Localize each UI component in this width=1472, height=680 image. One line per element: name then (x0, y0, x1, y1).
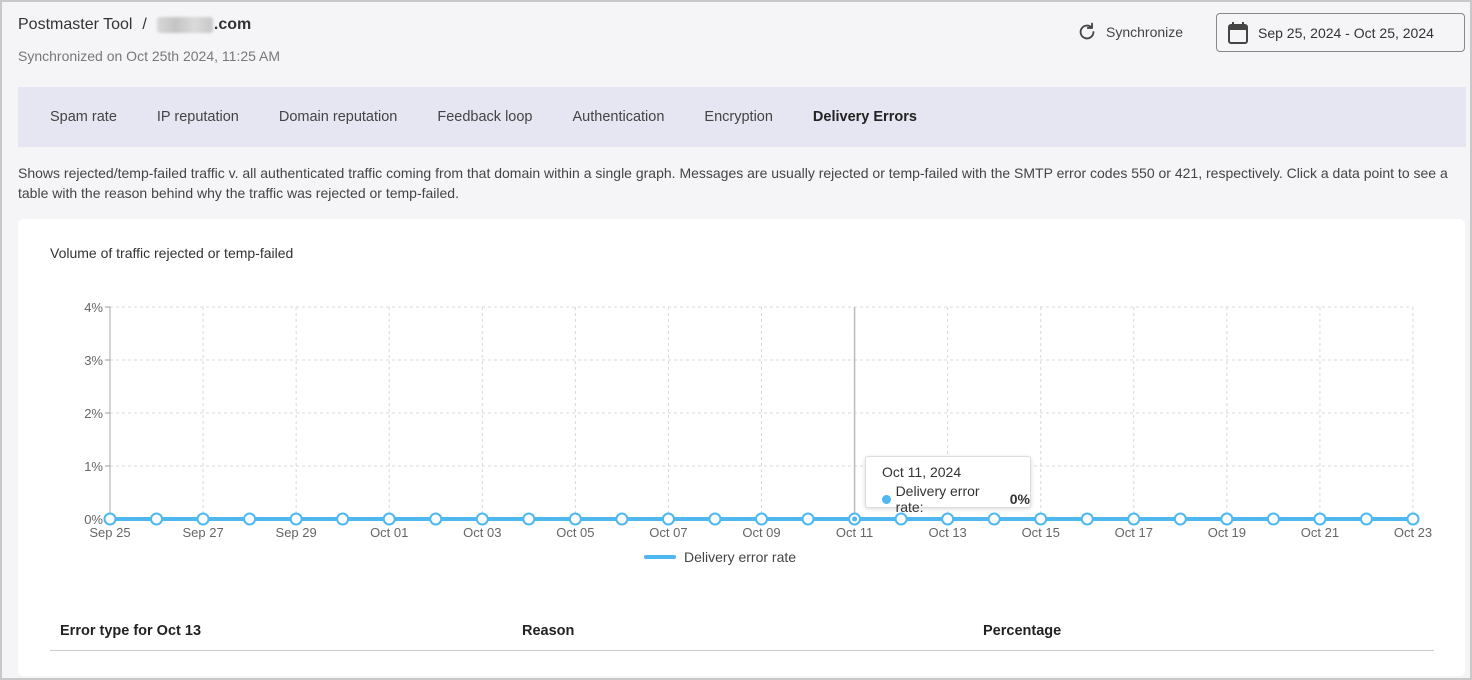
synchronize-label: Synchronize (1106, 24, 1184, 40)
y-tick-label: 3% (84, 353, 103, 368)
col-error-type: Error type for Oct 13 (60, 623, 202, 639)
y-tick-label: 2% (84, 406, 103, 421)
data-point (1313, 512, 1327, 526)
tab-authentication[interactable]: Authentication (572, 109, 665, 125)
chart-title: Volume of traffic rejected or temp-faile… (50, 245, 294, 261)
tab-ip-reputation[interactable]: IP reputation (156, 109, 239, 125)
x-tick-label: Oct 23 (1394, 525, 1432, 540)
tab-spam-rate[interactable]: Spam rate (50, 109, 117, 125)
date-range-picker[interactable]: Sep 25, 2024 - Oct 25, 2024 (1216, 13, 1465, 52)
data-point (522, 512, 536, 526)
chart-legend[interactable]: Delivery error rate (644, 549, 796, 565)
data-point (894, 512, 908, 526)
col-percentage: Percentage (983, 623, 1062, 639)
data-point (289, 512, 303, 526)
data-point (1034, 512, 1048, 526)
data-point (1406, 512, 1420, 526)
data-point (661, 512, 675, 526)
tooltip-value: 0% (1009, 491, 1030, 507)
data-point (196, 512, 210, 526)
data-point (801, 512, 815, 526)
domain-suffix: .com (213, 16, 252, 33)
x-tick-label: Oct 11 (836, 525, 873, 540)
calendar-icon (1228, 21, 1248, 44)
x-tick-label: Oct 15 (1022, 525, 1060, 540)
col-reason: Reason (522, 623, 575, 639)
x-tick-label: Oct 19 (1208, 525, 1246, 540)
x-tick-label: Oct 05 (556, 525, 594, 540)
data-point (1173, 512, 1187, 526)
breadcrumb: Postmaster Tool / .com (18, 14, 280, 36)
page-description: Shows rejected/temp-failed traffic v. al… (18, 165, 1448, 201)
x-tick-label: Oct 09 (742, 525, 780, 540)
tooltip-date: Oct 11, 2024 (882, 464, 962, 480)
data-point (568, 512, 582, 526)
tab-bar: Spam rate IP reputation Domain reputatio… (18, 87, 1466, 147)
data-point (382, 512, 396, 526)
data-point (1127, 512, 1141, 526)
x-tick-label: Oct 21 (1301, 525, 1339, 540)
data-point (150, 512, 164, 526)
tab-encryption[interactable]: Encryption (704, 109, 773, 125)
tooltip-label: Delivery error rate: (895, 483, 980, 515)
app-name[interactable]: Postmaster Tool (18, 16, 133, 33)
tab-feedback-loop[interactable]: Feedback loop (437, 109, 533, 125)
chart-card: Volume of traffic rejected or temp-faile… (18, 219, 1465, 676)
data-point (336, 512, 350, 526)
x-tick-label: Oct 03 (463, 525, 501, 540)
x-tick-label: Sep 25 (89, 525, 130, 540)
data-point (475, 512, 489, 526)
x-tick-label: Oct 17 (1115, 525, 1153, 540)
legend-swatch (644, 555, 676, 559)
data-point (615, 512, 629, 526)
sync-status: Synchronized on Oct 25th 2024, 11:25 AM (18, 48, 281, 64)
data-point (1266, 512, 1280, 526)
data-point (1359, 512, 1373, 526)
tab-delivery-errors[interactable]: Delivery Errors (812, 109, 917, 125)
data-point (1220, 512, 1234, 526)
data-point (1080, 512, 1094, 526)
y-tick-label: 1% (84, 459, 103, 474)
y-tick-label: 4% (84, 300, 103, 315)
tooltip-series-dot (882, 494, 891, 504)
x-tick-label: Sep 27 (182, 525, 223, 540)
delivery-errors-chart: 0% 1% 2% 3% 4% Sep 25 Sep 27 Sep 29 Oct 01 Oct 03… (84, 300, 1432, 540)
blurred-domain-name (156, 17, 213, 33)
breadcrumb-separator: / (142, 16, 147, 33)
data-point (987, 512, 1001, 526)
data-point-highlight (852, 516, 858, 522)
tooltip-row: Delivery error rate: 0% (882, 483, 1030, 515)
error-table-header: Error type for Oct 13 Reason Percentage (50, 613, 1434, 651)
page-header: Postmaster Tool / .com Synchronized on O… (18, 14, 280, 64)
x-tick-label: Oct 01 (370, 525, 408, 540)
x-tick-label: Sep 29 (276, 525, 317, 540)
date-range-label: Sep 25, 2024 - Oct 25, 2024 (1258, 24, 1434, 41)
x-tick-label: Oct 07 (649, 525, 687, 540)
chart-tooltip: Oct 11, 2024 Delivery error rate: 0% (865, 456, 1031, 515)
data-point (429, 512, 443, 526)
data-point (941, 512, 955, 526)
y-tick-label: 0% (84, 512, 103, 527)
legend-label: Delivery error rate (684, 549, 797, 565)
tab-domain-reputation[interactable]: Domain reputation (278, 109, 398, 125)
synchronize-button[interactable]: Synchronize (1076, 20, 1183, 44)
data-point (103, 512, 117, 526)
data-point (243, 512, 257, 526)
x-tick-label: Oct 13 (928, 525, 966, 540)
refresh-icon (1079, 22, 1095, 40)
data-point (708, 512, 722, 526)
data-point (755, 512, 768, 526)
